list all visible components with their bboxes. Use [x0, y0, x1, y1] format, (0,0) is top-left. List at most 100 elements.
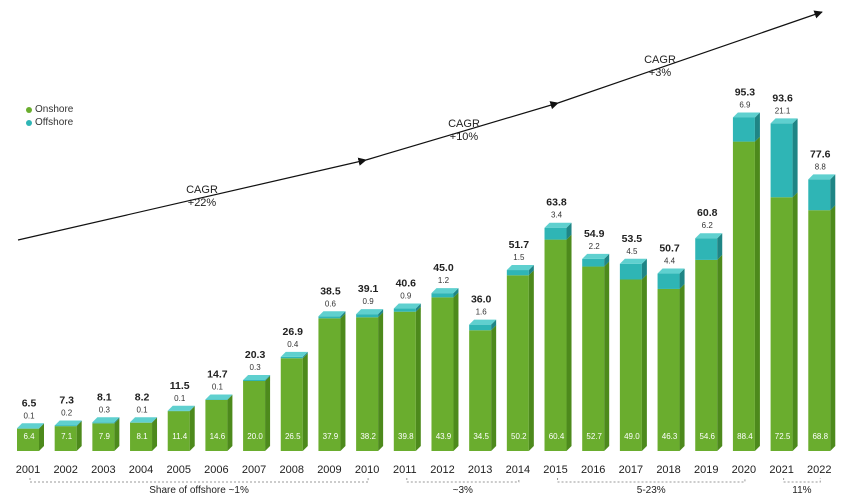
total-value-label: 6.5 [22, 397, 37, 409]
onshore-value-label: 38.2 [360, 432, 376, 441]
bar-offshore-2014 [506, 270, 529, 276]
offshore-value-label: 0.3 [99, 405, 111, 414]
total-value-label: 45.0 [433, 262, 454, 274]
bar-onshore-2018 [657, 288, 680, 451]
bar-top-2016 [582, 253, 610, 259]
bar-offshore-side-2009 [340, 311, 346, 319]
bar-offshore-side-2010 [378, 309, 384, 318]
offshore-value-label: 0.3 [250, 363, 262, 372]
legend-onshore: Onshore [26, 103, 73, 116]
legend: Onshore Offshore [26, 103, 73, 129]
bar-top-2004 [130, 417, 158, 423]
onshore-value-label: 6.4 [23, 432, 35, 441]
cagr-arrow-2 [365, 101, 559, 161]
total-value-label: 95.3 [735, 86, 756, 98]
x-tick-label: 2013 [468, 464, 492, 476]
bar-onshore-2009 [318, 318, 341, 451]
x-tick-label: 2019 [694, 464, 718, 476]
bar-onshore-side-2005 [189, 406, 195, 451]
bar-offshore-2017 [619, 263, 642, 280]
onshore-value-label: 88.4 [737, 432, 753, 441]
onshore-value-label: 14.6 [210, 432, 226, 441]
bar-onshore-side-2013 [491, 325, 497, 451]
bar-top-2018 [657, 268, 685, 274]
onshore-value-label: 50.2 [511, 432, 527, 441]
total-value-label: 77.6 [810, 148, 831, 160]
total-value-label: 51.7 [509, 239, 530, 251]
x-tick-label: 2003 [91, 464, 115, 476]
bar-offshore-side-2015 [566, 222, 572, 240]
bar-onshore-side-2017 [641, 274, 647, 451]
bar-onshore-2014 [506, 275, 529, 451]
bar-offshore-2022 [808, 179, 831, 211]
onshore-value-label: 43.9 [436, 432, 452, 441]
offshore-swatch [26, 119, 32, 126]
offshore-value-label: 0.9 [400, 292, 412, 301]
cagr-1-value: +22% [187, 197, 217, 209]
bar-top-2010 [356, 309, 384, 315]
bar-offshore-2013 [469, 324, 492, 331]
onshore-value-label: 34.5 [473, 432, 489, 441]
share-bracket-4 [783, 478, 821, 483]
bar-offshore-side-2020 [754, 112, 760, 142]
bar-offshore-side-2007 [265, 374, 271, 381]
total-value-label: 11.5 [170, 380, 190, 392]
bar-top-2020 [732, 112, 760, 118]
bar-onshore-side-2022 [830, 205, 836, 451]
onshore-value-label: 7.9 [99, 432, 111, 441]
x-tick-label: 2001 [16, 464, 40, 476]
x-tick-label: 2016 [581, 464, 605, 476]
total-value-label: 50.7 [659, 243, 680, 255]
bar-onshore-2006 [205, 399, 228, 451]
bar-onshore-side-2003 [114, 418, 120, 451]
onshore-value-label: 8.1 [136, 432, 148, 441]
x-tick-label: 2010 [355, 464, 379, 476]
bar-onshore-side-2016 [604, 261, 610, 451]
total-value-label: 60.8 [697, 207, 718, 219]
x-tick-label: 2012 [430, 464, 454, 476]
bar-top-2021 [770, 118, 798, 124]
bar-top-2019 [695, 233, 723, 239]
bar-top-2015 [544, 222, 572, 228]
bar-offshore-2011 [393, 308, 416, 312]
legend-offshore-label: Offshore [35, 117, 74, 128]
bar-onshore-side-2014 [528, 270, 534, 451]
onshore-value-label: 72.5 [775, 432, 791, 441]
bar-top-2022 [808, 174, 836, 180]
total-value-label: 7.3 [59, 394, 74, 406]
bar-onshore-side-2011 [415, 306, 421, 451]
bar-onshore-2015 [544, 239, 567, 451]
bar-top-2005 [167, 405, 195, 411]
bar-onshore-side-2008 [302, 353, 308, 451]
bar-offshore-side-2008 [302, 351, 308, 359]
bar-offshore-2010 [356, 314, 379, 318]
total-value-label: 38.5 [320, 285, 341, 297]
bar-offshore-2008 [280, 356, 303, 359]
onshore-value-label: 52.7 [586, 432, 602, 441]
offshore-value-label: 0.1 [136, 405, 148, 414]
x-tick-label: 2008 [280, 464, 304, 476]
offshore-value-label: 2.2 [589, 242, 601, 251]
cagr-3-title: CAGR [644, 54, 676, 66]
x-tick-label: 2011 [393, 464, 417, 476]
bar-onshore-2013 [469, 330, 492, 451]
bar-onshore-2002 [54, 426, 77, 451]
bar-onshore-side-2006 [227, 394, 233, 451]
offshore-value-label: 6.2 [702, 221, 714, 230]
bar-offshore-side-2022 [830, 174, 836, 211]
bar-top-2012 [431, 288, 459, 294]
bar-top-2009 [318, 311, 346, 317]
bar-onshore-2012 [431, 297, 454, 451]
bar-top-2007 [243, 374, 271, 380]
x-tick-label: 2007 [242, 464, 266, 476]
bar-onshore-2021 [770, 197, 793, 451]
bar-top-2003 [92, 417, 120, 423]
x-tick-label: 2015 [543, 464, 567, 476]
bar-offshore-side-2014 [528, 265, 534, 276]
total-value-label: 39.1 [358, 283, 379, 295]
cagr-1-title: CAGR [186, 184, 218, 196]
bar-offshore-side-2016 [604, 253, 610, 267]
bar-onshore-side-2010 [378, 312, 384, 451]
total-value-label: 14.7 [207, 369, 228, 381]
bar-offshore-2012 [431, 293, 454, 298]
